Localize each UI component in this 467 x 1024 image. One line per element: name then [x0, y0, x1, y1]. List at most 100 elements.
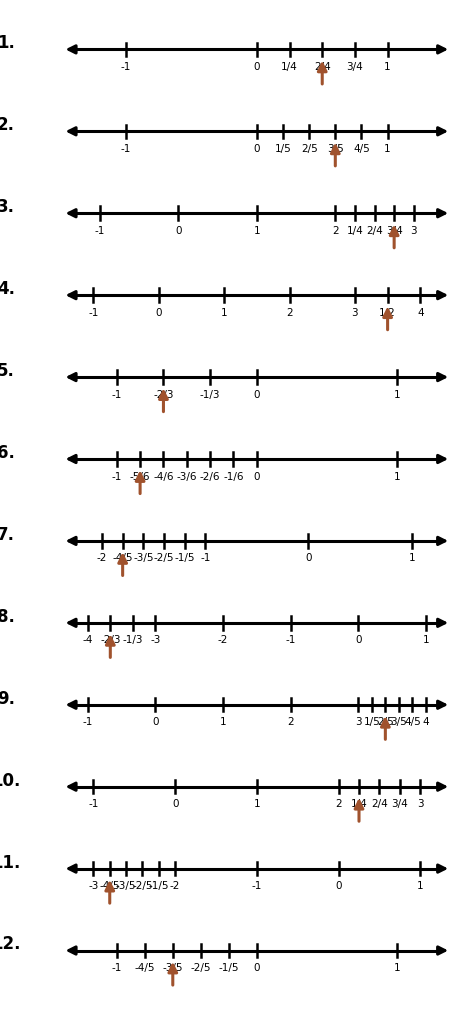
Text: 0: 0: [254, 389, 260, 399]
Text: 3.: 3.: [0, 199, 15, 216]
Text: 0: 0: [355, 635, 361, 645]
Text: 1/4: 1/4: [351, 799, 368, 809]
Text: -2/5: -2/5: [132, 881, 153, 891]
Text: 1: 1: [423, 635, 429, 645]
Text: 0: 0: [335, 881, 342, 891]
Text: 1: 1: [384, 61, 391, 72]
Text: 0: 0: [152, 717, 159, 727]
Text: 2: 2: [335, 799, 342, 809]
Text: 5.: 5.: [0, 362, 15, 380]
Text: 3: 3: [417, 799, 424, 809]
Text: 0: 0: [254, 143, 260, 154]
Text: 0: 0: [175, 225, 182, 236]
Text: 1: 1: [219, 717, 226, 727]
Text: -2/5: -2/5: [191, 963, 211, 973]
Text: -4/5: -4/5: [99, 881, 120, 891]
Text: -3: -3: [150, 635, 161, 645]
Text: 2: 2: [287, 717, 294, 727]
Text: -1: -1: [88, 799, 99, 809]
Text: -2/5: -2/5: [154, 553, 174, 563]
Text: -1/6: -1/6: [223, 471, 244, 481]
Text: 3/4: 3/4: [347, 61, 363, 72]
Text: 2/5: 2/5: [377, 717, 394, 727]
Text: 1/4: 1/4: [347, 225, 363, 236]
Text: 2/4: 2/4: [371, 799, 388, 809]
Text: 0: 0: [156, 307, 162, 317]
Text: 1/4: 1/4: [281, 61, 298, 72]
Text: 2/4: 2/4: [366, 225, 383, 236]
Text: 1: 1: [384, 143, 391, 154]
Text: -1: -1: [88, 307, 99, 317]
Text: -2/3: -2/3: [100, 635, 120, 645]
Text: 8.: 8.: [0, 608, 15, 626]
Text: 1: 1: [254, 799, 260, 809]
Text: -1: -1: [252, 881, 262, 891]
Text: 3: 3: [352, 307, 358, 317]
Text: -1: -1: [95, 225, 105, 236]
Text: -4/5: -4/5: [113, 553, 133, 563]
Text: 7.: 7.: [0, 526, 15, 544]
Text: 1/2: 1/2: [379, 307, 396, 317]
Text: 0: 0: [254, 963, 260, 973]
Text: -2/3: -2/3: [153, 389, 174, 399]
Text: -2: -2: [218, 635, 228, 645]
Text: 2/5: 2/5: [301, 143, 318, 154]
Text: -1: -1: [285, 635, 296, 645]
Text: 3/5: 3/5: [327, 143, 344, 154]
Text: 1: 1: [417, 881, 424, 891]
Text: 3/4: 3/4: [386, 225, 403, 236]
Text: 9.: 9.: [0, 690, 15, 708]
Text: -1: -1: [112, 389, 122, 399]
Text: -1: -1: [121, 61, 131, 72]
Text: 3: 3: [410, 225, 417, 236]
Text: -3/5: -3/5: [133, 553, 154, 563]
Text: -1: -1: [112, 963, 122, 973]
Text: -2: -2: [97, 553, 107, 563]
Text: 4/5: 4/5: [353, 143, 370, 154]
Text: 1: 1: [394, 471, 400, 481]
Text: 1: 1: [408, 553, 415, 563]
Text: 11.: 11.: [0, 854, 21, 871]
Text: 3: 3: [355, 717, 361, 727]
Text: -1: -1: [200, 553, 211, 563]
Text: -3/6: -3/6: [177, 471, 197, 481]
Text: -1/3: -1/3: [123, 635, 143, 645]
Text: 12.: 12.: [0, 936, 21, 953]
Text: 4.: 4.: [0, 281, 15, 298]
Text: -5/6: -5/6: [130, 471, 150, 481]
Text: 6.: 6.: [0, 444, 15, 462]
Text: 2: 2: [332, 225, 339, 236]
Text: -1: -1: [83, 717, 93, 727]
Text: 10.: 10.: [0, 772, 21, 790]
Text: 1: 1: [221, 307, 227, 317]
Text: 1/5: 1/5: [363, 717, 380, 727]
Text: 4: 4: [417, 307, 424, 317]
Text: -3/5: -3/5: [163, 963, 183, 973]
Text: 0: 0: [305, 553, 311, 563]
Text: 2/4: 2/4: [314, 61, 331, 72]
Text: -4/6: -4/6: [153, 471, 174, 481]
Text: -1/5: -1/5: [219, 963, 239, 973]
Text: 2: 2: [286, 307, 293, 317]
Text: 2.: 2.: [0, 117, 15, 134]
Text: 3/4: 3/4: [391, 799, 408, 809]
Text: 1/5: 1/5: [275, 143, 291, 154]
Text: -1/3: -1/3: [200, 389, 220, 399]
Text: -1/5: -1/5: [174, 553, 195, 563]
Text: -1/5: -1/5: [149, 881, 169, 891]
Text: -2/6: -2/6: [200, 471, 220, 481]
Text: 0: 0: [172, 799, 178, 809]
Text: 1: 1: [254, 225, 260, 236]
Text: -4/5: -4/5: [134, 963, 155, 973]
Text: -1: -1: [121, 143, 131, 154]
Text: 0: 0: [254, 61, 260, 72]
Text: 4/5: 4/5: [404, 717, 421, 727]
Text: 3/5: 3/5: [390, 717, 407, 727]
Text: 1.: 1.: [0, 35, 15, 52]
Text: -4: -4: [83, 635, 93, 645]
Text: -3/5: -3/5: [116, 881, 136, 891]
Text: 0: 0: [254, 471, 260, 481]
Text: -3: -3: [88, 881, 99, 891]
Text: -1: -1: [112, 471, 122, 481]
Text: 1: 1: [394, 389, 400, 399]
